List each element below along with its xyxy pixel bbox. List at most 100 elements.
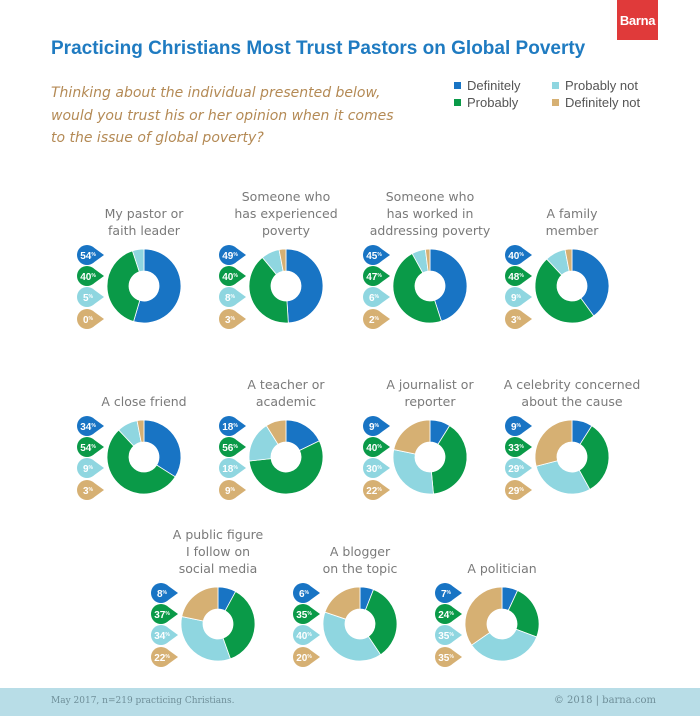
- badge-unit: %: [165, 632, 170, 638]
- badge-pointer: [521, 418, 532, 434]
- badge-value: 3%: [225, 315, 236, 326]
- badge-unit: %: [233, 252, 238, 258]
- badge-pointer: [379, 439, 390, 455]
- chart-label: reporter: [404, 394, 456, 409]
- badge-circle: [363, 287, 383, 307]
- badge-value: 40%: [222, 272, 238, 283]
- donut-chart: A teacher or academic 18% 56% 18% 9%: [219, 377, 325, 500]
- chart-label: A journalist or: [386, 377, 474, 392]
- slice-probably-not: [471, 628, 538, 662]
- badge-pointer: [451, 649, 462, 665]
- badge-unit: %: [307, 654, 312, 660]
- badge-circle: [435, 625, 455, 645]
- badge-pointer: [309, 606, 320, 622]
- badge-pointer: [451, 606, 462, 622]
- slice-probably: [106, 250, 141, 322]
- value-badge: 9%: [77, 458, 104, 478]
- badge-circle: [363, 266, 383, 286]
- footer-copyright: © 2018 | barna.com: [553, 695, 656, 706]
- badge-circle: [505, 480, 525, 500]
- badge-circle: [363, 416, 383, 436]
- badge-unit: %: [233, 465, 238, 471]
- badge-circle: [77, 458, 97, 478]
- legend-item-definitely-not: Definitely not: [552, 95, 640, 110]
- value-badge: 40%: [77, 266, 104, 286]
- legend-swatch-probably-not: [552, 82, 559, 89]
- slice-definitely-not: [136, 419, 145, 443]
- badge-pointer: [93, 268, 104, 284]
- badge-value: 40%: [366, 443, 382, 454]
- badge-pointer: [235, 289, 246, 305]
- badge-unit: %: [519, 465, 524, 471]
- badge-unit: %: [233, 423, 238, 429]
- badge-unit: %: [377, 487, 382, 493]
- badge-circle: [151, 583, 171, 603]
- badge-value: 0%: [83, 315, 94, 326]
- badge-unit: %: [517, 423, 522, 429]
- value-badge: 9%: [505, 416, 532, 436]
- badge-pointer: [379, 311, 390, 327]
- badge-circle: [151, 604, 171, 624]
- badge-circle: [151, 625, 171, 645]
- value-badge: 34%: [77, 416, 104, 436]
- badge-pointer: [309, 585, 320, 601]
- badge-unit: %: [447, 590, 452, 596]
- badge-value: 3%: [83, 486, 94, 497]
- badge-pointer: [235, 482, 246, 498]
- badge-unit: %: [89, 316, 94, 322]
- badge-pointer: [235, 439, 246, 455]
- slice-definitely: [133, 248, 182, 324]
- badge-value: 34%: [80, 422, 96, 433]
- badge-value: 2%: [369, 315, 380, 326]
- slice-probably-not: [322, 611, 382, 662]
- badge-unit: %: [519, 252, 524, 258]
- chart-title: Practicing Christians Most Trust Pastors…: [51, 38, 586, 59]
- slice-probably: [248, 440, 324, 495]
- badge-value: 29%: [508, 464, 524, 475]
- badge-circle: [219, 458, 239, 478]
- slice-definitely-not: [181, 586, 219, 622]
- badge-unit: %: [307, 611, 312, 617]
- slice-definitely: [143, 419, 182, 478]
- badge-circle: [435, 583, 455, 603]
- chart-label: Someone who: [386, 189, 474, 204]
- legend-item-definitely: Definitely: [454, 78, 520, 93]
- badge-pointer: [93, 439, 104, 455]
- value-badge: 9%: [363, 416, 390, 436]
- donut-chart: My pastor or faith leader 54% 40% 5% 0%: [77, 206, 184, 329]
- value-badge: 9%: [505, 287, 532, 307]
- value-badge: 2%: [363, 309, 390, 329]
- slice-probably: [430, 425, 468, 495]
- badge-circle: [219, 245, 239, 265]
- badge-value: 9%: [511, 293, 522, 304]
- badge-value: 49%: [222, 251, 238, 262]
- badge-pointer: [521, 482, 532, 498]
- slice-probably: [392, 253, 442, 324]
- value-badge: 7%: [435, 583, 462, 603]
- badge-unit: %: [163, 590, 168, 596]
- badge-circle: [77, 416, 97, 436]
- value-badge: 40%: [363, 437, 390, 457]
- badge-circle: [293, 625, 313, 645]
- badge-circle: [219, 437, 239, 457]
- donut-chart: A celebrity concerned about the cause 9% 33…: [504, 377, 640, 500]
- value-badge: 34%: [151, 625, 178, 645]
- badge-value: 34%: [154, 631, 170, 642]
- badge-pointer: [235, 418, 246, 434]
- chart-label: on the topic: [323, 561, 398, 576]
- badge-value: 7%: [441, 589, 452, 600]
- value-badge: 40%: [219, 266, 246, 286]
- badge-unit: %: [449, 611, 454, 617]
- badge-circle: [505, 309, 525, 329]
- legend-swatch-definitely: [454, 82, 461, 89]
- chart-label: has experienced: [234, 206, 337, 221]
- chart-label: A politician: [467, 561, 536, 576]
- value-badge: 49%: [219, 245, 246, 265]
- slice-definitely: [285, 248, 324, 324]
- badge-unit: %: [517, 316, 522, 322]
- badge-pointer: [235, 311, 246, 327]
- badge-pointer: [451, 627, 462, 643]
- badge-value: 9%: [225, 486, 236, 497]
- badge-unit: %: [519, 487, 524, 493]
- badge-pointer: [379, 247, 390, 263]
